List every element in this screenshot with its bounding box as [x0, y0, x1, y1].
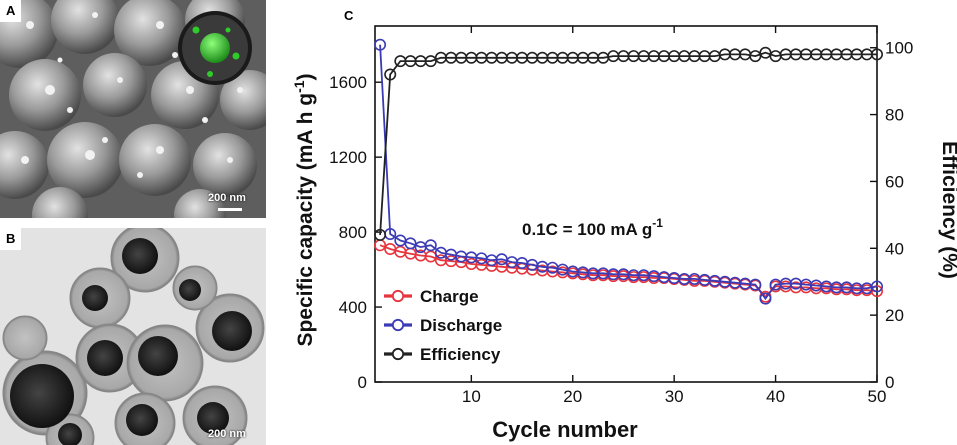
panel-b-scale-label: 200 nm: [208, 428, 246, 440]
tem-image: [0, 228, 266, 445]
sem-image: [0, 0, 266, 218]
panel-c-label: C: [340, 6, 358, 25]
panel-a: A 200 nm: [0, 0, 266, 218]
panel-a-scale-label: 200 nm: [208, 192, 246, 204]
panel-a-label: A: [0, 0, 22, 22]
panel-b: B 200 nm: [0, 228, 266, 445]
panel-a-scale-bar: [218, 208, 242, 211]
panel-b-label: B: [0, 228, 22, 250]
panel-c: C: [278, 0, 957, 445]
